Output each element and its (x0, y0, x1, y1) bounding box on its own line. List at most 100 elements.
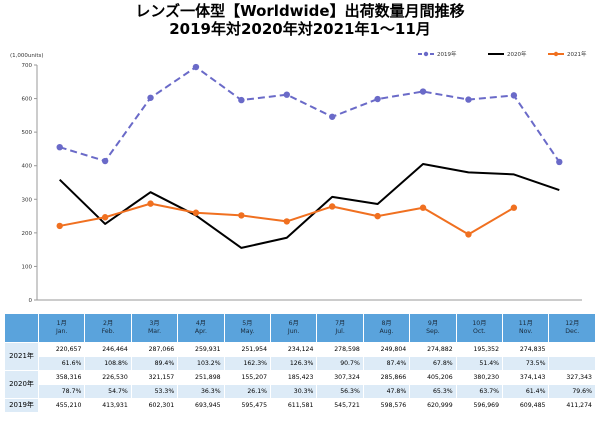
data-point-2019年 (101, 157, 109, 165)
month-en: Sep. (426, 328, 440, 335)
month-header: 2月 Feb. (84, 313, 132, 343)
value-cell: 220,657 (37, 342, 86, 357)
value-cell: 321,157 (130, 370, 179, 385)
percent-cell: 126.3% (270, 356, 318, 371)
series-line-2020年 (59, 162, 560, 249)
percent-cell: 79.6% (548, 384, 596, 399)
data-point-2019年 (283, 91, 290, 98)
month-en: Jul. (335, 328, 345, 335)
value-cell: 405,206 (409, 370, 457, 385)
value-cell: 455,210 (37, 398, 86, 413)
percent-cell (548, 356, 596, 371)
value-cell: 602,301 (130, 398, 179, 413)
chart-subtitle: 2019年対2020年対2021年1〜11月 (169, 20, 431, 38)
percent-cell: 89.4% (130, 356, 179, 371)
percent-cell: 36.3% (177, 384, 225, 399)
percent-cell: 54.7% (84, 384, 132, 399)
y-tick-label: 300 (22, 197, 33, 203)
percent-cell: 67.8% (409, 356, 457, 371)
value-cell: 307,324 (316, 370, 364, 385)
month-header: 3月 Mar. (130, 313, 179, 343)
month-jp: 2月 (103, 320, 114, 327)
data-point-2019年 (147, 94, 154, 101)
legend-label: 2020年 (507, 50, 527, 58)
percent-cell: 47.8% (362, 384, 411, 399)
row-label: 2021年 (4, 342, 39, 371)
month-en: Oct. (473, 328, 486, 335)
data-point-2021年 (510, 204, 518, 211)
value-cell: 259,931 (177, 342, 225, 357)
legend-marker-2021年 (553, 51, 559, 57)
month-header: 8月 Aug. (362, 313, 411, 343)
data-point-2021年 (238, 212, 245, 219)
month-en: Mar. (147, 328, 162, 335)
percent-cell: 51.4% (455, 356, 504, 371)
month-jp: 8月 (381, 320, 392, 327)
month-jp: 11月 (518, 320, 533, 327)
data-table: 1月 Jan. 2月 Feb. 3月 Mar. 4月 Apr. 5月 May. 6月 Jun. 7月 Ju… (4, 313, 596, 413)
percent-cell: 87.4% (362, 356, 411, 371)
value-cell: 598,576 (362, 398, 411, 413)
row-label: 2019年 (4, 398, 39, 413)
data-point-2021年 (419, 204, 427, 211)
y-tick-label: 200 (22, 231, 33, 237)
value-cell: 249,804 (362, 342, 411, 357)
legend-label: 2019年 (437, 50, 457, 58)
month-en: Nov. (518, 328, 533, 335)
value-cell: 274,835 (502, 342, 550, 357)
data-point-2019年 (510, 92, 518, 99)
value-cell: 327,343 (548, 370, 596, 385)
value-cell (548, 342, 596, 357)
value-cell: 413,931 (84, 398, 132, 413)
percent-cell: 61.6% (37, 356, 86, 371)
data-point-2019年 (56, 143, 63, 151)
value-cell: 611,581 (270, 398, 318, 413)
month-en: Jan. (55, 328, 68, 335)
value-cell: 251,898 (177, 370, 225, 385)
month-header: 6月 Jun. (270, 313, 318, 343)
y-tick-label: 0 (29, 298, 33, 304)
percent-cell: 53.3% (130, 384, 179, 399)
percent-cell: 61.4% (502, 384, 550, 399)
series-line-2019年 (59, 66, 561, 163)
y-tick-label: 700 (22, 63, 33, 69)
table-corner (4, 313, 39, 343)
value-cell: 609,485 (502, 398, 550, 413)
data-point-2021年 (147, 200, 154, 207)
value-cell: 287,066 (130, 342, 179, 357)
value-cell: 246,464 (84, 342, 132, 357)
value-cell: 251,954 (223, 342, 272, 357)
value-cell: 285,866 (362, 370, 411, 385)
data-point-2019年 (329, 113, 336, 120)
month-jp: 5月 (242, 320, 253, 327)
value-cell: 358,316 (37, 370, 86, 385)
month-header: 9月 Sep. (409, 313, 457, 343)
month-jp: 4月 (195, 320, 206, 327)
value-cell: 226,530 (84, 370, 132, 385)
month-header: 12月 Dec. (548, 313, 596, 343)
data-point-2019年 (238, 96, 245, 104)
data-point-2019年 (374, 95, 381, 103)
value-cell: 545,721 (316, 398, 364, 413)
y-tick-label: 600 (22, 97, 33, 103)
value-cell: 155,207 (223, 370, 272, 385)
data-point-2021年 (465, 231, 472, 238)
row-label: 2020年 (4, 370, 39, 399)
value-cell: 274,882 (409, 342, 457, 357)
legend-marker-2019年 (423, 51, 429, 57)
value-cell: 185,423 (270, 370, 318, 385)
month-en: Apr. (194, 328, 207, 335)
month-header: 7月 Jul. (316, 313, 364, 343)
month-jp: 1月 (56, 320, 67, 327)
line-chart: (1,000units) 0 100 200 300 400 500 600 700 2019年 2… (10, 50, 587, 304)
percent-cell: 26.1% (223, 384, 272, 399)
legend-label: 2021年 (567, 50, 587, 58)
data-point-2019年 (465, 96, 472, 103)
data-point-2019年 (192, 63, 200, 71)
month-jp: 7月 (335, 320, 346, 327)
month-header: 5月 May. (223, 313, 272, 343)
percent-cell: 90.7% (316, 356, 364, 371)
percent-cell: 73.5% (502, 356, 550, 371)
month-jp: 6月 (288, 320, 299, 327)
value-cell: 234,124 (270, 342, 318, 357)
